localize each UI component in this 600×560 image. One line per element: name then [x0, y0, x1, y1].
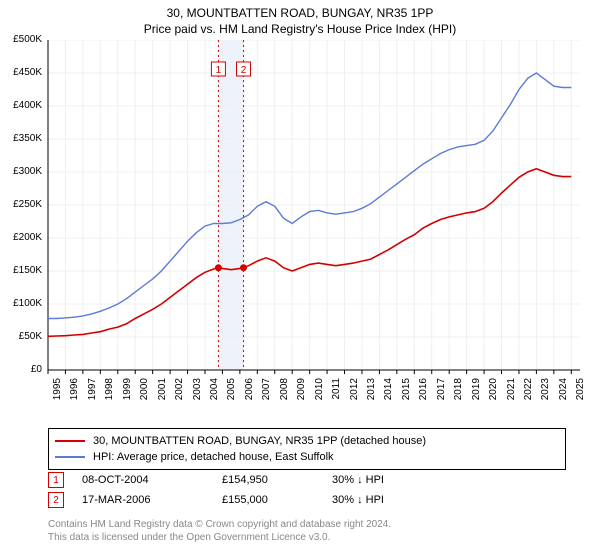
title-address: 30, MOUNTBATTEN ROAD, BUNGAY, NR35 1PP [0, 6, 600, 20]
page: 30, MOUNTBATTEN ROAD, BUNGAY, NR35 1PP P… [0, 0, 600, 560]
sales-table: 1 08-OCT-2004 £154,950 30% ↓ HPI 2 17-MA… [48, 470, 422, 510]
sale-marker-1: 1 [48, 472, 64, 488]
legend-label-property: 30, MOUNTBATTEN ROAD, BUNGAY, NR35 1PP (… [93, 435, 426, 447]
sale-row-1: 1 08-OCT-2004 £154,950 30% ↓ HPI [48, 470, 422, 490]
footer: Contains HM Land Registry data © Crown c… [48, 518, 391, 544]
svg-text:2: 2 [241, 65, 247, 76]
svg-text:1: 1 [216, 65, 222, 76]
title-subtitle: Price paid vs. HM Land Registry's House … [0, 22, 600, 36]
legend-swatch-hpi [55, 456, 85, 458]
sale-row-2: 2 17-MAR-2006 £155,000 30% ↓ HPI [48, 490, 422, 510]
chart-titles: 30, MOUNTBATTEN ROAD, BUNGAY, NR35 1PP P… [0, 0, 600, 36]
sale-date-1: 08-OCT-2004 [82, 474, 222, 486]
legend-item-property: 30, MOUNTBATTEN ROAD, BUNGAY, NR35 1PP (… [55, 433, 559, 449]
sale-marker-2: 2 [48, 492, 64, 508]
chart-area: 12 £0£50K£100K£150K£200K£250K£300K£350K£… [0, 40, 600, 420]
sale-diff-1: 30% ↓ HPI [332, 474, 422, 486]
sale-price-1: £154,950 [222, 474, 332, 486]
footer-line-1: Contains HM Land Registry data © Crown c… [48, 518, 391, 531]
legend-swatch-property [55, 440, 85, 442]
legend-item-hpi: HPI: Average price, detached house, East… [55, 449, 559, 465]
sale-price-2: £155,000 [222, 494, 332, 506]
legend-label-hpi: HPI: Average price, detached house, East… [93, 451, 334, 463]
chart-svg: 12 [0, 40, 600, 420]
sale-date-2: 17-MAR-2006 [82, 494, 222, 506]
sale-diff-2: 30% ↓ HPI [332, 494, 422, 506]
footer-line-2: This data is licensed under the Open Gov… [48, 531, 391, 544]
legend: 30, MOUNTBATTEN ROAD, BUNGAY, NR35 1PP (… [48, 428, 566, 470]
